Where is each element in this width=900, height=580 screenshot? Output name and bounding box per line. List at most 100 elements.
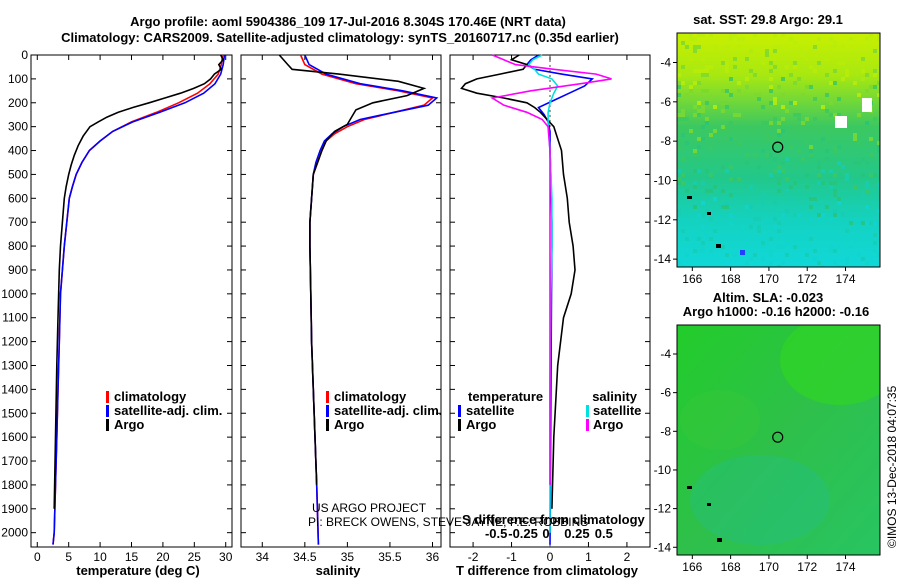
- sst-pixel: [713, 45, 717, 49]
- sst-pixel: [777, 45, 781, 49]
- sst-pixel: [705, 169, 709, 173]
- sst-pixel: [733, 253, 737, 257]
- sst-pixel: [705, 117, 709, 121]
- sst-pixel: [773, 45, 777, 49]
- sst-pixel: [769, 89, 773, 93]
- sst-pixel: [765, 265, 769, 267]
- sst-pixel: [809, 205, 813, 209]
- legend-swatch-argo: [326, 419, 329, 431]
- sst-pixel: [769, 253, 773, 257]
- sst-pixel: [829, 245, 833, 249]
- sst-pixel: [681, 173, 685, 177]
- sst-pixel: [789, 101, 793, 105]
- sst-pixel: [821, 265, 825, 267]
- depth-tick-label: 2000: [1, 526, 28, 540]
- sst-pixel: [841, 61, 845, 65]
- series-line-climatology: [52, 54, 224, 545]
- sst-pixel: [833, 81, 837, 85]
- sst-pixel: [725, 65, 729, 69]
- argo-position-marker: [772, 431, 784, 443]
- sst-pixel: [873, 85, 877, 89]
- sst-pixel: [805, 229, 809, 233]
- x-tick-label: 1: [585, 550, 592, 564]
- sst-pixel: [825, 157, 829, 161]
- sst-pixel: [753, 253, 757, 257]
- sst-pixel: [777, 165, 781, 169]
- temperature-legend: climatology satellite-adj. clim. Argo: [106, 389, 222, 432]
- sst-pixel: [725, 61, 729, 65]
- depth-tick-label: 600: [8, 191, 28, 205]
- sst-pixel: [853, 133, 857, 137]
- sst-pixel: [725, 169, 729, 173]
- sst-pixel: [833, 145, 837, 149]
- sst-pixel: [701, 241, 705, 245]
- sst-pixel: [737, 141, 741, 145]
- sst-pixel: [785, 253, 789, 257]
- sst-pixel: [701, 137, 705, 141]
- sst-pixel: [729, 121, 733, 125]
- sst-pixel: [869, 173, 873, 177]
- sst-pixel: [869, 153, 873, 157]
- sst-pixel: [861, 57, 865, 61]
- sst-pixel: [725, 45, 729, 49]
- sst-pixel: [713, 197, 717, 201]
- sst-pixel: [797, 213, 801, 217]
- sst-pixel: [697, 113, 701, 117]
- sst-pixel: [765, 137, 769, 141]
- sst-pixel: [725, 129, 729, 133]
- depth-tick-label: 400: [8, 144, 28, 158]
- sst-pixel: [825, 73, 829, 77]
- sst-pixel: [701, 213, 705, 217]
- sst-pixel: [753, 217, 757, 221]
- sst-pixel: [697, 69, 701, 73]
- sst-pixel: [741, 37, 745, 41]
- sst-pixel: [797, 149, 801, 153]
- sla-map: 166 168 170 172 174 -4 -6 -8 -10 -12 -14: [654, 324, 881, 574]
- sst-pixel: [769, 137, 773, 141]
- sst-pixel: [813, 97, 817, 101]
- sst-pixel: [701, 89, 705, 93]
- sst-pixel: [725, 105, 729, 109]
- sst-pixel: [709, 145, 713, 149]
- sst-pixel: [725, 53, 729, 57]
- series-line-temperature-satellite: [525, 54, 595, 545]
- sst-pixel: [681, 133, 685, 137]
- sst-pixel: [765, 133, 769, 137]
- legend-label-argo: Argo: [334, 417, 364, 432]
- sst-pixel: [701, 73, 705, 77]
- sst-pixel: [877, 141, 880, 145]
- map-x-tick-label: 166: [682, 560, 702, 574]
- sst-pixel: [825, 137, 829, 141]
- sst-pixel: [813, 257, 817, 261]
- sst-pixel: [769, 261, 773, 265]
- sst-pixel: [873, 73, 877, 77]
- sst-pixel: [729, 193, 733, 197]
- legend-swatch-satellite: [326, 405, 329, 417]
- island: [707, 212, 711, 215]
- sst-pixel: [781, 93, 785, 97]
- sst-pixel: [781, 129, 785, 133]
- sst-pixel: [709, 173, 713, 177]
- sst-pixel: [797, 49, 801, 53]
- sst-pixel: [765, 121, 769, 125]
- sst-pixel: [781, 161, 785, 165]
- sst-pixel: [677, 113, 681, 117]
- sst-pixel: [785, 189, 789, 193]
- sst-pixel: [777, 265, 781, 267]
- x-tick-label: 36: [426, 550, 440, 564]
- legend-label-sal-argo: Argo: [593, 417, 623, 432]
- secondary-tick-label: 0.25: [564, 526, 589, 541]
- sst-pixel: [785, 209, 789, 213]
- depth-tick-label: 700: [8, 215, 28, 229]
- sst-pixel: [689, 57, 693, 61]
- sla-map-subtitle: Argo h1000: -0.16 h2000: -0.16: [683, 304, 869, 319]
- depth-tick-label: 300: [8, 120, 28, 134]
- sst-pixel: [829, 229, 833, 233]
- sst-pixel: [693, 137, 697, 141]
- sst-pixel: [781, 245, 785, 249]
- sst-pixel: [857, 113, 861, 117]
- sst-pixel: [721, 101, 725, 105]
- sst-pixel: [873, 49, 877, 53]
- sst-pixel: [841, 213, 845, 217]
- sst-pixel: [701, 181, 705, 185]
